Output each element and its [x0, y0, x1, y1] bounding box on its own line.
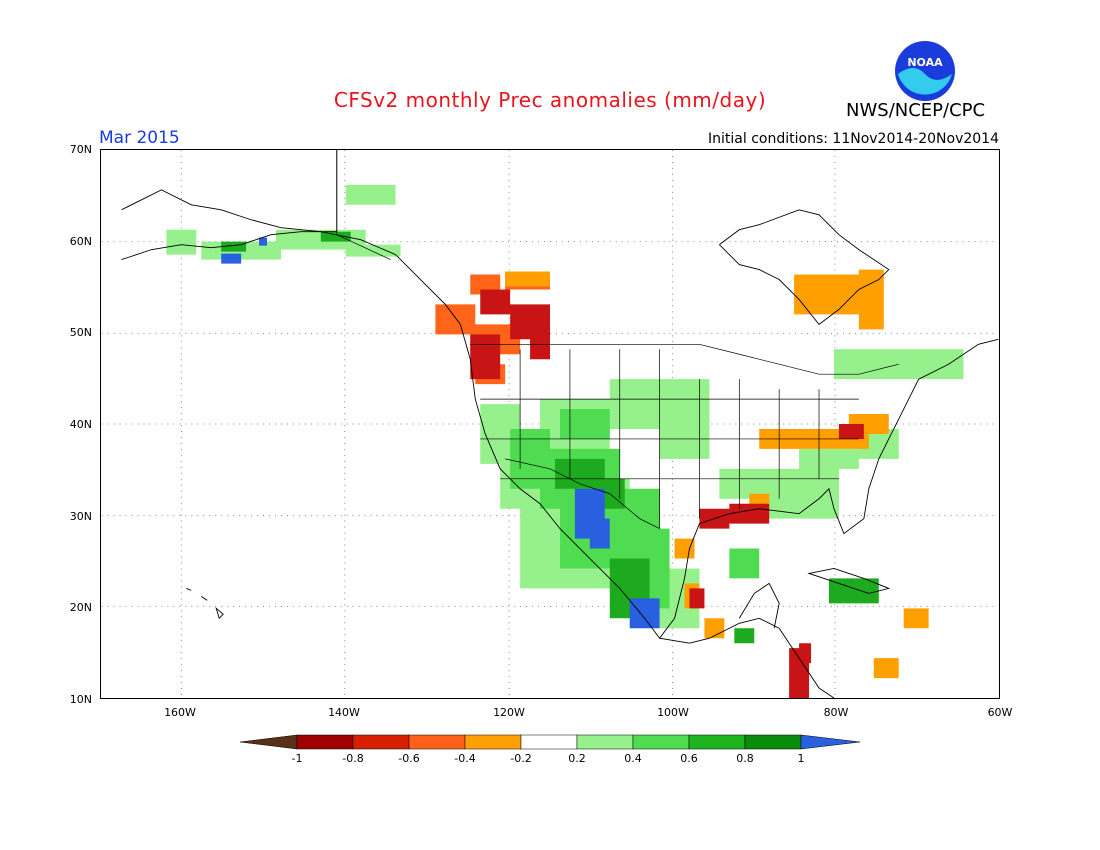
colorbar-bin-0.6: [688, 734, 746, 750]
agency-label: NWS/NCEP/CPC: [846, 100, 986, 121]
lon-label-120w: 120W: [493, 706, 525, 719]
colorbar: [240, 734, 860, 750]
lon-label-60w: 60W: [987, 706, 1013, 719]
lat-label-20n: 20N: [69, 601, 92, 614]
lon-label-100w: 100W: [657, 706, 689, 719]
colorbar-bin-minus-0.8: [296, 734, 354, 750]
us-canada-border: [470, 343, 899, 375]
colorbar-bin-neutral: [520, 734, 578, 750]
colorbar-label-minus-0.2: -0.2: [510, 752, 532, 765]
hudson-bay-coast: [719, 209, 890, 325]
colorbar-bin-minus-0.4: [408, 734, 466, 750]
alaska-extreme-wet-patch: [221, 237, 268, 264]
lon-label-80w: 80W: [823, 706, 849, 719]
canada-slight-dry-patch: [505, 269, 884, 330]
lat-label-40n: 40N: [69, 418, 92, 431]
initial-conditions: Initial conditions: 11Nov2014-20Nov2014: [708, 131, 999, 147]
lon-label-140w: 140W: [328, 706, 360, 719]
colorbar-label-minus-0.8: -0.8: [342, 752, 364, 765]
forecast-month: Mar 2015: [99, 128, 180, 148]
lon-label-160w: 160W: [164, 706, 196, 719]
colorbar-min-arrow: [240, 734, 298, 750]
caribbean-wet-patch: [734, 578, 879, 644]
southwest-wet-patch: [510, 409, 760, 609]
colorbar-bin-minus-0.2: [464, 734, 522, 750]
colorbar-label-minus-1: -1: [291, 752, 303, 765]
alaska-very-wet-patch: [221, 231, 351, 252]
colorbar-bin-0.4: [632, 734, 690, 750]
us-mexico-border: [505, 458, 660, 529]
yucatan-coast: [738, 582, 780, 629]
chart-title: CFSv2 monthly Prec anomalies (mm/day): [333, 88, 767, 112]
state-lines: [480, 349, 859, 529]
colorbar-bin-0.2: [576, 734, 634, 750]
southeast-wet-patch: [719, 349, 964, 519]
alaska-canada-border: [336, 150, 391, 260]
lat-label-70n: 70N: [69, 143, 92, 156]
gulf-coast: [659, 338, 999, 639]
logo-text: NOAA: [907, 56, 943, 69]
alaska-coast: [121, 150, 338, 261]
colorbar-label-1: 1: [797, 752, 805, 765]
alaska-wet-patch: [166, 184, 401, 260]
colorbar-label-minus-0.6: -0.6: [398, 752, 420, 765]
colorbar-bin-minus-0.6: [352, 734, 410, 750]
lat-label-10n: 10N: [69, 693, 92, 706]
cuba-coast: [807, 568, 891, 594]
mexico-extreme-wet-patch: [574, 488, 660, 629]
lat-label-60n: 60N: [69, 235, 92, 248]
pacific-nw-dry-patch: [435, 271, 550, 385]
colorbar-label-minus-0.4: -0.4: [454, 752, 476, 765]
north-america-coast: [121, 189, 835, 698]
anomaly-patches: [166, 184, 964, 698]
noaa-logo: NOAA: [895, 41, 955, 101]
colorbar-bin-0.8: [744, 734, 802, 750]
mexico-very-wet-patch: [554, 458, 650, 619]
colorbar-max-arrow: [800, 734, 860, 750]
colorbar-label-0.4: 0.4: [624, 752, 642, 765]
lat-label-30n: 30N: [69, 510, 92, 523]
anomaly-map: [100, 149, 1000, 699]
pacific-nw-strong-dry-patch: [470, 289, 550, 380]
colorbar-label-0.2: 0.2: [568, 752, 586, 765]
lat-label-50n: 50N: [69, 326, 92, 339]
coastlines: [121, 150, 999, 698]
colorbar-label-0.6: 0.6: [680, 752, 698, 765]
hawaii-islands: [186, 587, 224, 620]
colorbar-label-0.8: 0.8: [736, 752, 754, 765]
political-borders: [336, 150, 899, 529]
